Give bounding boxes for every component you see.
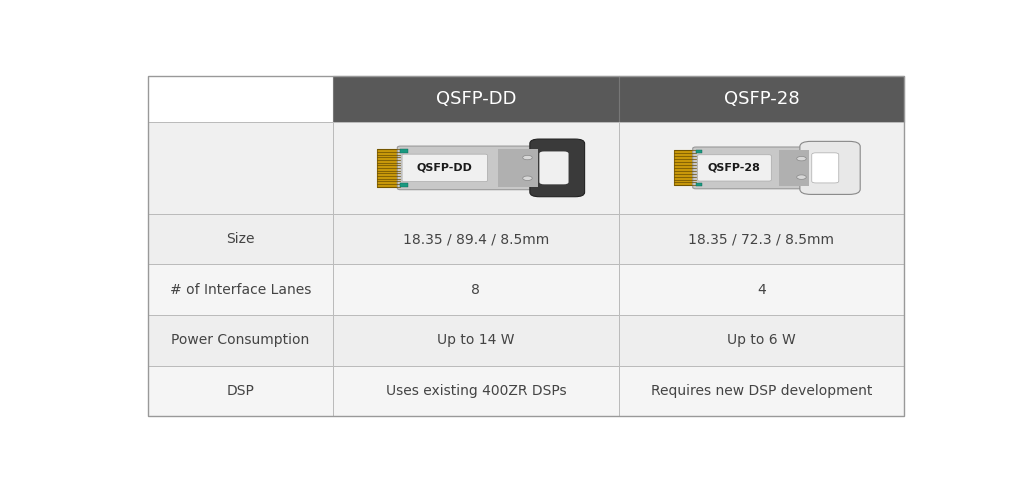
Bar bbox=[618, 264, 904, 315]
Text: DSP: DSP bbox=[226, 384, 254, 398]
Bar bbox=[147, 214, 333, 264]
Text: 18.35 / 72.3 / 8.5mm: 18.35 / 72.3 / 8.5mm bbox=[688, 232, 835, 246]
Bar bbox=[674, 150, 696, 185]
Text: QSFP-DD: QSFP-DD bbox=[417, 163, 473, 173]
Bar bbox=[498, 149, 538, 187]
Bar bbox=[618, 315, 904, 366]
FancyBboxPatch shape bbox=[800, 142, 860, 194]
Text: Up to 6 W: Up to 6 W bbox=[727, 333, 796, 347]
Bar bbox=[333, 76, 618, 122]
Bar bbox=[147, 366, 333, 416]
Text: Up to 14 W: Up to 14 W bbox=[437, 333, 515, 347]
Bar bbox=[377, 149, 400, 187]
Text: Size: Size bbox=[226, 232, 255, 246]
Text: Uses existing 400ZR DSPs: Uses existing 400ZR DSPs bbox=[386, 384, 566, 398]
Bar bbox=[333, 366, 618, 416]
FancyBboxPatch shape bbox=[812, 153, 839, 183]
Circle shape bbox=[797, 156, 806, 161]
Text: 4: 4 bbox=[757, 283, 766, 297]
Text: Power Consumption: Power Consumption bbox=[171, 333, 309, 347]
Bar bbox=[618, 122, 904, 214]
Bar bbox=[400, 149, 408, 153]
Bar bbox=[333, 122, 618, 214]
FancyBboxPatch shape bbox=[397, 146, 543, 190]
Circle shape bbox=[522, 156, 532, 160]
Bar bbox=[779, 150, 809, 186]
Bar bbox=[147, 122, 333, 214]
Text: 8: 8 bbox=[471, 283, 480, 297]
Bar bbox=[147, 315, 333, 366]
Bar bbox=[618, 366, 904, 416]
Bar bbox=[618, 214, 904, 264]
Text: QSFP-28: QSFP-28 bbox=[708, 163, 761, 173]
Circle shape bbox=[522, 176, 532, 180]
Bar bbox=[147, 76, 333, 122]
FancyBboxPatch shape bbox=[697, 155, 771, 181]
Text: # of Interface Lanes: # of Interface Lanes bbox=[170, 283, 311, 297]
Bar bbox=[696, 183, 702, 186]
FancyBboxPatch shape bbox=[540, 152, 568, 184]
FancyBboxPatch shape bbox=[693, 147, 814, 189]
Bar bbox=[618, 76, 904, 122]
Text: Requires new DSP development: Requires new DSP development bbox=[650, 384, 872, 398]
Text: 18.35 / 89.4 / 8.5mm: 18.35 / 89.4 / 8.5mm bbox=[402, 232, 549, 246]
Bar bbox=[696, 150, 702, 153]
Bar bbox=[333, 264, 618, 315]
Bar bbox=[147, 264, 333, 315]
Text: QSFP-DD: QSFP-DD bbox=[435, 90, 516, 108]
FancyBboxPatch shape bbox=[529, 139, 585, 197]
Circle shape bbox=[797, 175, 806, 180]
FancyBboxPatch shape bbox=[402, 154, 487, 181]
Bar bbox=[400, 183, 408, 187]
Bar bbox=[333, 315, 618, 366]
Text: QSFP-28: QSFP-28 bbox=[724, 90, 799, 108]
Bar bbox=[333, 214, 618, 264]
